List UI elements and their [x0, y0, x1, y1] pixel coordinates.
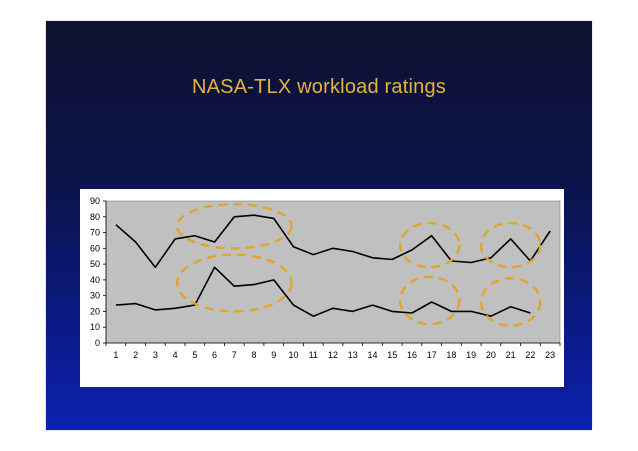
y-tick-label: 60 [90, 243, 100, 253]
y-tick-label: 20 [90, 306, 100, 316]
chart-panel: 0 10 20 30 40 50 60 70 80 90 1 2 3 4 5 6 7 8 9 10 11 12 13 14 15… [80, 189, 564, 387]
y-tick-label: 80 [90, 212, 100, 222]
y-tick-label: 0 [95, 338, 100, 348]
y-tick-label: 10 [90, 322, 100, 332]
x-tick-label: 14 [367, 350, 377, 360]
y-tick-label: 70 [90, 228, 100, 238]
x-tick-label: 16 [407, 350, 417, 360]
y-tick-label: 30 [90, 291, 100, 301]
x-tick-label: 12 [328, 350, 338, 360]
x-tick-label: 15 [387, 350, 397, 360]
highlight-ellipse-3 [398, 221, 461, 269]
x-tick-label: 23 [545, 350, 555, 360]
y-tick-label: 40 [90, 275, 100, 285]
x-tick-label: 2 [133, 350, 138, 360]
highlight-ellipse-6 [479, 277, 542, 327]
x-tick-label: 10 [289, 350, 299, 360]
slide-title: NASA-TLX workload ratings [192, 76, 446, 98]
highlight-ellipse-1 [175, 202, 293, 250]
highlight-ellipse-2 [175, 253, 293, 313]
x-tick-label: 22 [525, 350, 535, 360]
x-tick-label: 1 [113, 350, 118, 360]
highlight-ellipse-4 [398, 275, 461, 326]
x-tick-label: 11 [309, 350, 318, 360]
x-tick-label: 17 [427, 350, 437, 360]
x-tick-label: 7 [232, 350, 237, 360]
x-tick-label: 6 [212, 350, 217, 360]
x-tick-label: 21 [506, 350, 516, 360]
x-tick-label: 5 [192, 350, 197, 360]
series-line-1 [115, 214, 551, 269]
x-tick-label: 8 [252, 350, 257, 360]
y-tick-label: 50 [90, 259, 100, 269]
slide: NASA-TLX workload ratings 0 10 20 30 40 50 60 7… [46, 21, 592, 430]
x-tick-label: 19 [466, 350, 476, 360]
series-line-2 [115, 266, 531, 317]
highlight-ellipse-5 [479, 221, 542, 269]
x-tick-label: 4 [173, 350, 178, 360]
x-tick-label: 18 [446, 350, 456, 360]
x-tick-label: 9 [271, 350, 276, 360]
x-tick-label: 3 [153, 350, 158, 360]
x-tick-label: 20 [486, 350, 496, 360]
x-tick-label: 13 [348, 350, 358, 360]
y-tick-label: 90 [90, 196, 100, 206]
